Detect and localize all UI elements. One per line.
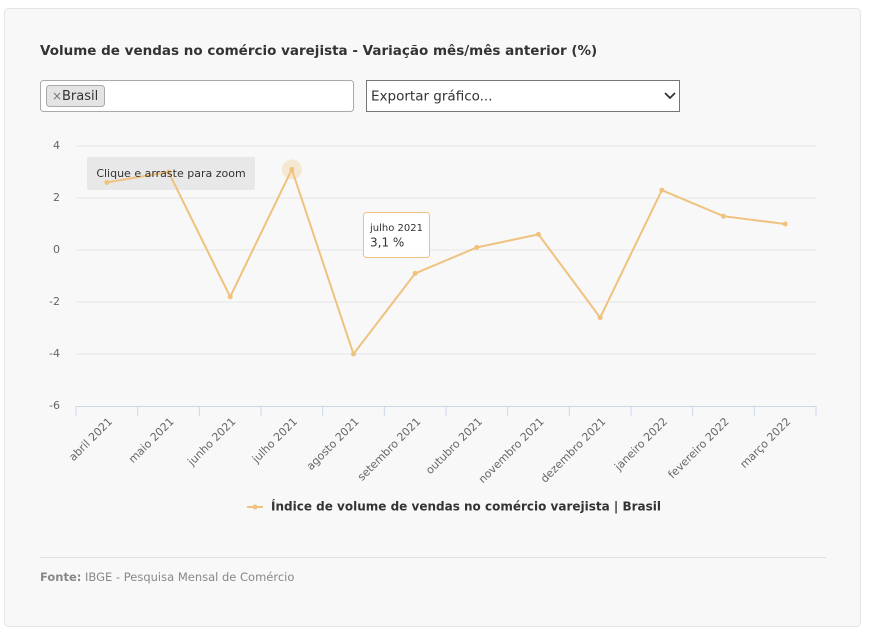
y-tick-label: -2 <box>49 295 60 308</box>
tooltip-title: julho 2021 <box>369 223 423 234</box>
zoom-hint-box <box>87 157 255 190</box>
select-arrow <box>664 92 676 100</box>
source-text: IBGE - Pesquisa Mensal de Comércio <box>85 570 294 584</box>
filter-input[interactable] <box>40 80 354 112</box>
y-tick-label: -4 <box>49 347 60 360</box>
export-label: Exportar gráfico... <box>371 89 493 105</box>
chart-title: Volume de vendas no comércio varejista -… <box>40 43 597 59</box>
zoom-hint-text: Clique e arraste para zoom <box>96 167 245 180</box>
y-tick-label: 2 <box>53 191 60 204</box>
export-select[interactable] <box>366 80 680 112</box>
source-label: Fonte: <box>40 570 81 584</box>
point <box>289 166 295 172</box>
filter-remove[interactable]: × <box>52 89 62 103</box>
point <box>659 187 665 193</box>
source: Fonte: IBGE - Pesquisa Mensal de Comérci… <box>40 570 294 584</box>
point <box>597 315 603 321</box>
point <box>227 294 233 300</box>
point <box>782 221 788 227</box>
legend-label: Índice de volume de vendas no comércio v… <box>271 499 661 514</box>
series-line <box>106 166 786 357</box>
y-tick-label: -6 <box>49 399 60 412</box>
filter-tag-label: Brasil <box>62 89 98 104</box>
y-tick-label: 0 <box>53 243 60 256</box>
point <box>536 231 541 237</box>
filter-tag[interactable] <box>46 85 105 107</box>
point <box>412 270 418 276</box>
tooltip-box <box>363 212 430 258</box>
point <box>104 179 110 185</box>
point <box>166 169 171 175</box>
point <box>721 213 726 219</box>
point <box>474 244 480 250</box>
point <box>351 351 356 357</box>
legend-marker <box>252 504 258 510</box>
y-tick-label: 4 <box>53 139 60 152</box>
zoom-hint <box>87 157 255 190</box>
tooltip-value: 3,1 % <box>370 236 404 250</box>
tooltip: julho 2021 3,1 % <box>363 212 430 258</box>
